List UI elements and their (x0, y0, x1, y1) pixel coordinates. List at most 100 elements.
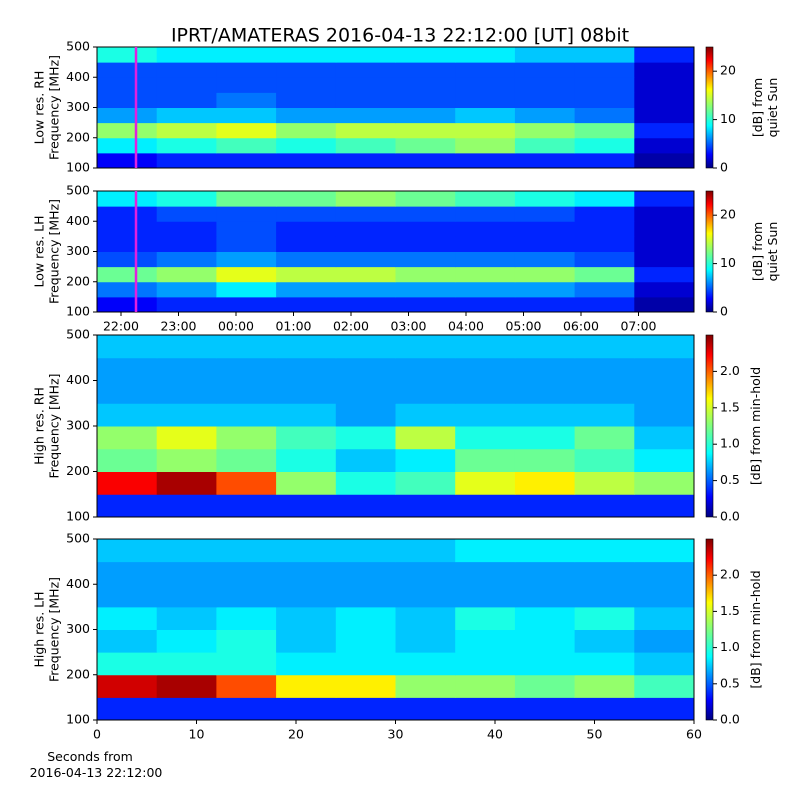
heatmap-cell (514, 629, 576, 653)
heatmap-cell (514, 403, 576, 427)
heatmap-cell (335, 697, 396, 721)
heatmap-cell (395, 629, 456, 653)
heatmap-cell (97, 191, 158, 207)
colorbar (705, 334, 714, 518)
heatmap-cell (395, 561, 456, 585)
heatmap-cell (216, 494, 277, 518)
heatmap-cell (574, 152, 635, 169)
heatmap-cell (574, 403, 635, 427)
heatmap-cell (156, 77, 217, 93)
y-axis-label: Low res. LHFrequency [MHz] (31, 199, 61, 304)
heatmap-cell (395, 206, 456, 222)
heatmap-cell (455, 606, 516, 630)
heatmap-cell (335, 62, 396, 78)
heatmap-cell (216, 357, 277, 381)
heatmap-cell (276, 471, 337, 495)
heatmap-cell (395, 281, 456, 298)
y-tick-label: 100 (66, 509, 90, 524)
y-tick-label: 500 (66, 39, 90, 54)
heatmap-cell (216, 448, 277, 472)
heatmap-cell (634, 674, 695, 698)
heatmap-cell (514, 697, 576, 721)
heatmap-cell (514, 584, 576, 608)
heatmap-cell (335, 335, 396, 359)
heatmap-cell (335, 448, 396, 472)
heatmap-cell (634, 380, 695, 404)
heatmap-cell (395, 152, 456, 169)
heatmap-cell (634, 426, 695, 450)
heatmap-cell (574, 77, 635, 93)
colorbar-label-line: [dB] from min-hold (748, 367, 763, 485)
x-tick-label: 06:00 (563, 319, 599, 334)
heatmap-cell (97, 426, 158, 450)
colorbar (705, 538, 714, 721)
heatmap-cell (455, 221, 516, 237)
heatmap-cell (335, 674, 396, 698)
heatmap-cell (395, 251, 456, 268)
x-tick-label: 50 (587, 727, 603, 742)
heatmap-cell (395, 221, 456, 237)
heatmap-cell (574, 191, 635, 207)
y-tick-label: 300 (66, 621, 90, 636)
heatmap-cell (216, 266, 277, 283)
heatmap-cell (514, 296, 576, 313)
heatmap-cell (335, 539, 396, 563)
heatmap-cell (574, 606, 635, 630)
heatmap-cell (335, 152, 396, 169)
heatmap-cell (455, 697, 516, 721)
heatmap-cell (574, 471, 635, 495)
heatmap-cell (455, 77, 516, 93)
heatmap-cell (455, 335, 516, 359)
colorbar (705, 46, 714, 169)
y-tick-label: 300 (66, 418, 90, 433)
colorbar-tick-label: 2.0 (720, 363, 740, 378)
heatmap-cell (276, 296, 337, 313)
x-tick-label: 23:00 (160, 319, 196, 334)
heatmap-cell (97, 584, 158, 608)
heatmap-cell (276, 448, 337, 472)
heatmap-cell (156, 697, 217, 721)
heatmap-cell (335, 221, 396, 237)
heatmap-cell (574, 62, 635, 78)
heatmap-cell (634, 471, 695, 495)
heatmap-cell (216, 652, 277, 676)
heatmap-cell (395, 697, 456, 721)
heatmap-cell (276, 221, 337, 237)
colorbar-tick-label: 1.5 (720, 399, 740, 414)
heatmap-cell (216, 403, 277, 427)
colorbar-label-line: [dB] from min-hold (748, 570, 763, 688)
heatmap-cell (97, 471, 158, 495)
y-tick-label: 300 (66, 243, 90, 258)
heatmap-cell (335, 281, 396, 298)
heatmap-cell (216, 697, 277, 721)
heatmap-cell (216, 107, 277, 124)
heatmap-cell (395, 380, 456, 404)
colorbar-tick-label: 10 (720, 255, 736, 270)
heatmap-cell (216, 471, 277, 495)
colorbar-tick-label: 10 (720, 111, 736, 126)
heatmap-cell (514, 107, 576, 124)
heatmap-cell (514, 266, 576, 283)
heatmap-cell (156, 266, 217, 283)
y-tick-label: 200 (66, 463, 90, 478)
heatmap-cell (634, 191, 695, 207)
heatmap-cell (276, 674, 337, 698)
heatmap-cell (395, 606, 456, 630)
heatmap-cell (514, 191, 576, 207)
heatmap-cell (335, 426, 396, 450)
heatmap-cell (574, 296, 635, 313)
heatmap-cell (395, 652, 456, 676)
heatmap-cell (574, 335, 635, 359)
heatmap-cell (574, 629, 635, 653)
heatmap-cell (216, 152, 277, 169)
y-tick-label: 500 (66, 531, 90, 546)
heatmap-cell (335, 137, 396, 154)
heatmap-cell (276, 335, 337, 359)
heatmap-cell (276, 266, 337, 283)
heatmap-cell (455, 191, 516, 207)
heatmap-cell (156, 152, 217, 169)
heatmap-cell (156, 403, 217, 427)
heatmap-cell (335, 606, 396, 630)
heatmap-cell (97, 77, 158, 93)
heatmap-cell (335, 206, 396, 222)
